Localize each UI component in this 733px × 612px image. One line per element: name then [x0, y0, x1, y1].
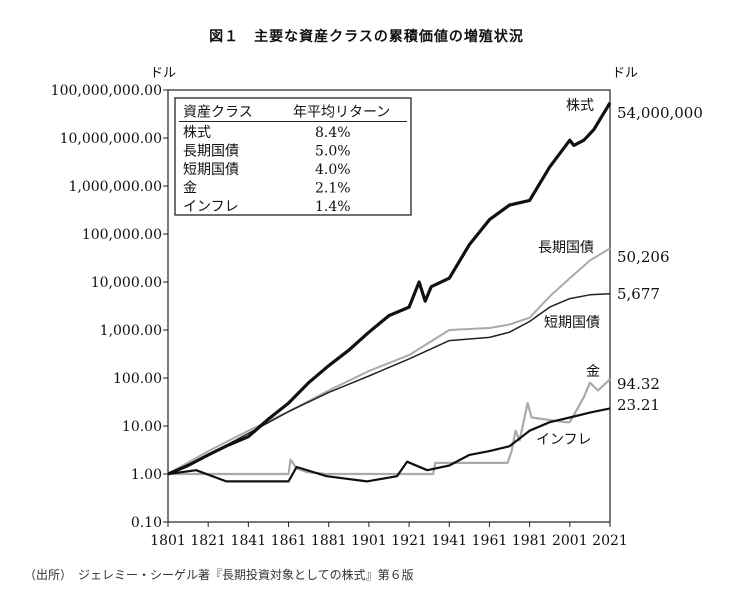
legend-asset-name: 株式: [183, 125, 211, 141]
series-name-label: 金: [586, 364, 600, 380]
series-name-label: インフレ: [536, 432, 592, 448]
y-tick-label: 100,000,000.00: [51, 83, 162, 99]
plot-frame: [167, 89, 611, 523]
series-name-label: 株式: [566, 98, 594, 114]
series-name-label: 短期国債: [544, 315, 600, 331]
legend-table-box: [174, 97, 412, 216]
x-tick-label: 1961: [472, 533, 508, 549]
legend-header-cell: 年平均リターン: [293, 105, 390, 121]
legend-return-value: 1.4%: [315, 199, 351, 215]
series-line-株式: [167, 101, 612, 476]
y-tick-label: 10,000.00: [91, 275, 162, 291]
series-end-value: 50,206: [617, 248, 670, 266]
series-line-金: [168, 378, 611, 476]
x-tick-label: 1801: [150, 533, 186, 549]
x-tick-label: 1841: [231, 533, 267, 549]
y-tick-label: 1,000.00: [100, 323, 162, 339]
legend-return-value: 8.4%: [315, 125, 351, 141]
x-tick-label: 2001: [552, 533, 588, 549]
y-unit-left: ドル: [150, 66, 177, 81]
legend-return-value: 4.0%: [315, 162, 351, 178]
y-tick-label: 10.00: [122, 419, 162, 435]
y-tick-label: 100.00: [113, 371, 162, 387]
legend-return-value: 2.1%: [315, 181, 351, 197]
x-tick-label: 1901: [351, 533, 387, 549]
series-end-value: 5,677: [617, 285, 660, 303]
y-tick-label: 1.00: [131, 467, 162, 483]
y-tick-label: 1,000,000.00: [68, 179, 162, 195]
legend-asset-name: 長期国債: [183, 144, 239, 160]
y-tick-label: 10,000,000.00: [60, 131, 162, 147]
series-end-value: 23.21: [617, 396, 660, 414]
x-tick-label: 1981: [512, 533, 548, 549]
x-tick-label: 1861: [271, 533, 307, 549]
y-tick-label: 0.10: [131, 515, 162, 531]
source-note: （出所） ジェレミー・シーゲル著『長期投資対象としての株式』第６版: [24, 568, 414, 582]
chart-title: 図１ 主要な資産クラスの累積価値の増殖状況: [209, 29, 524, 45]
series-end-value: 54,000,000: [617, 104, 703, 122]
x-tick-label: 1941: [431, 533, 467, 549]
series-name-label: 長期国債: [538, 240, 594, 256]
legend-return-value: 5.0%: [315, 144, 351, 160]
legend-header-cell: 資産クラス: [183, 105, 253, 121]
series-line-インフレ: [167, 407, 611, 483]
x-tick-label: 1821: [190, 533, 226, 549]
legend-asset-name: 短期国債: [183, 162, 239, 178]
legend-asset-name: 金: [183, 181, 197, 197]
legend-asset-name: インフレ: [183, 199, 239, 215]
x-tick-label: 1881: [311, 533, 347, 549]
y-tick-label: 100,000.00: [82, 227, 162, 243]
y-unit-right: ドル: [612, 66, 639, 81]
series-end-value: 94.32: [617, 375, 660, 393]
x-tick-label: 1921: [391, 533, 427, 549]
x-tick-label: 2021: [592, 533, 628, 549]
